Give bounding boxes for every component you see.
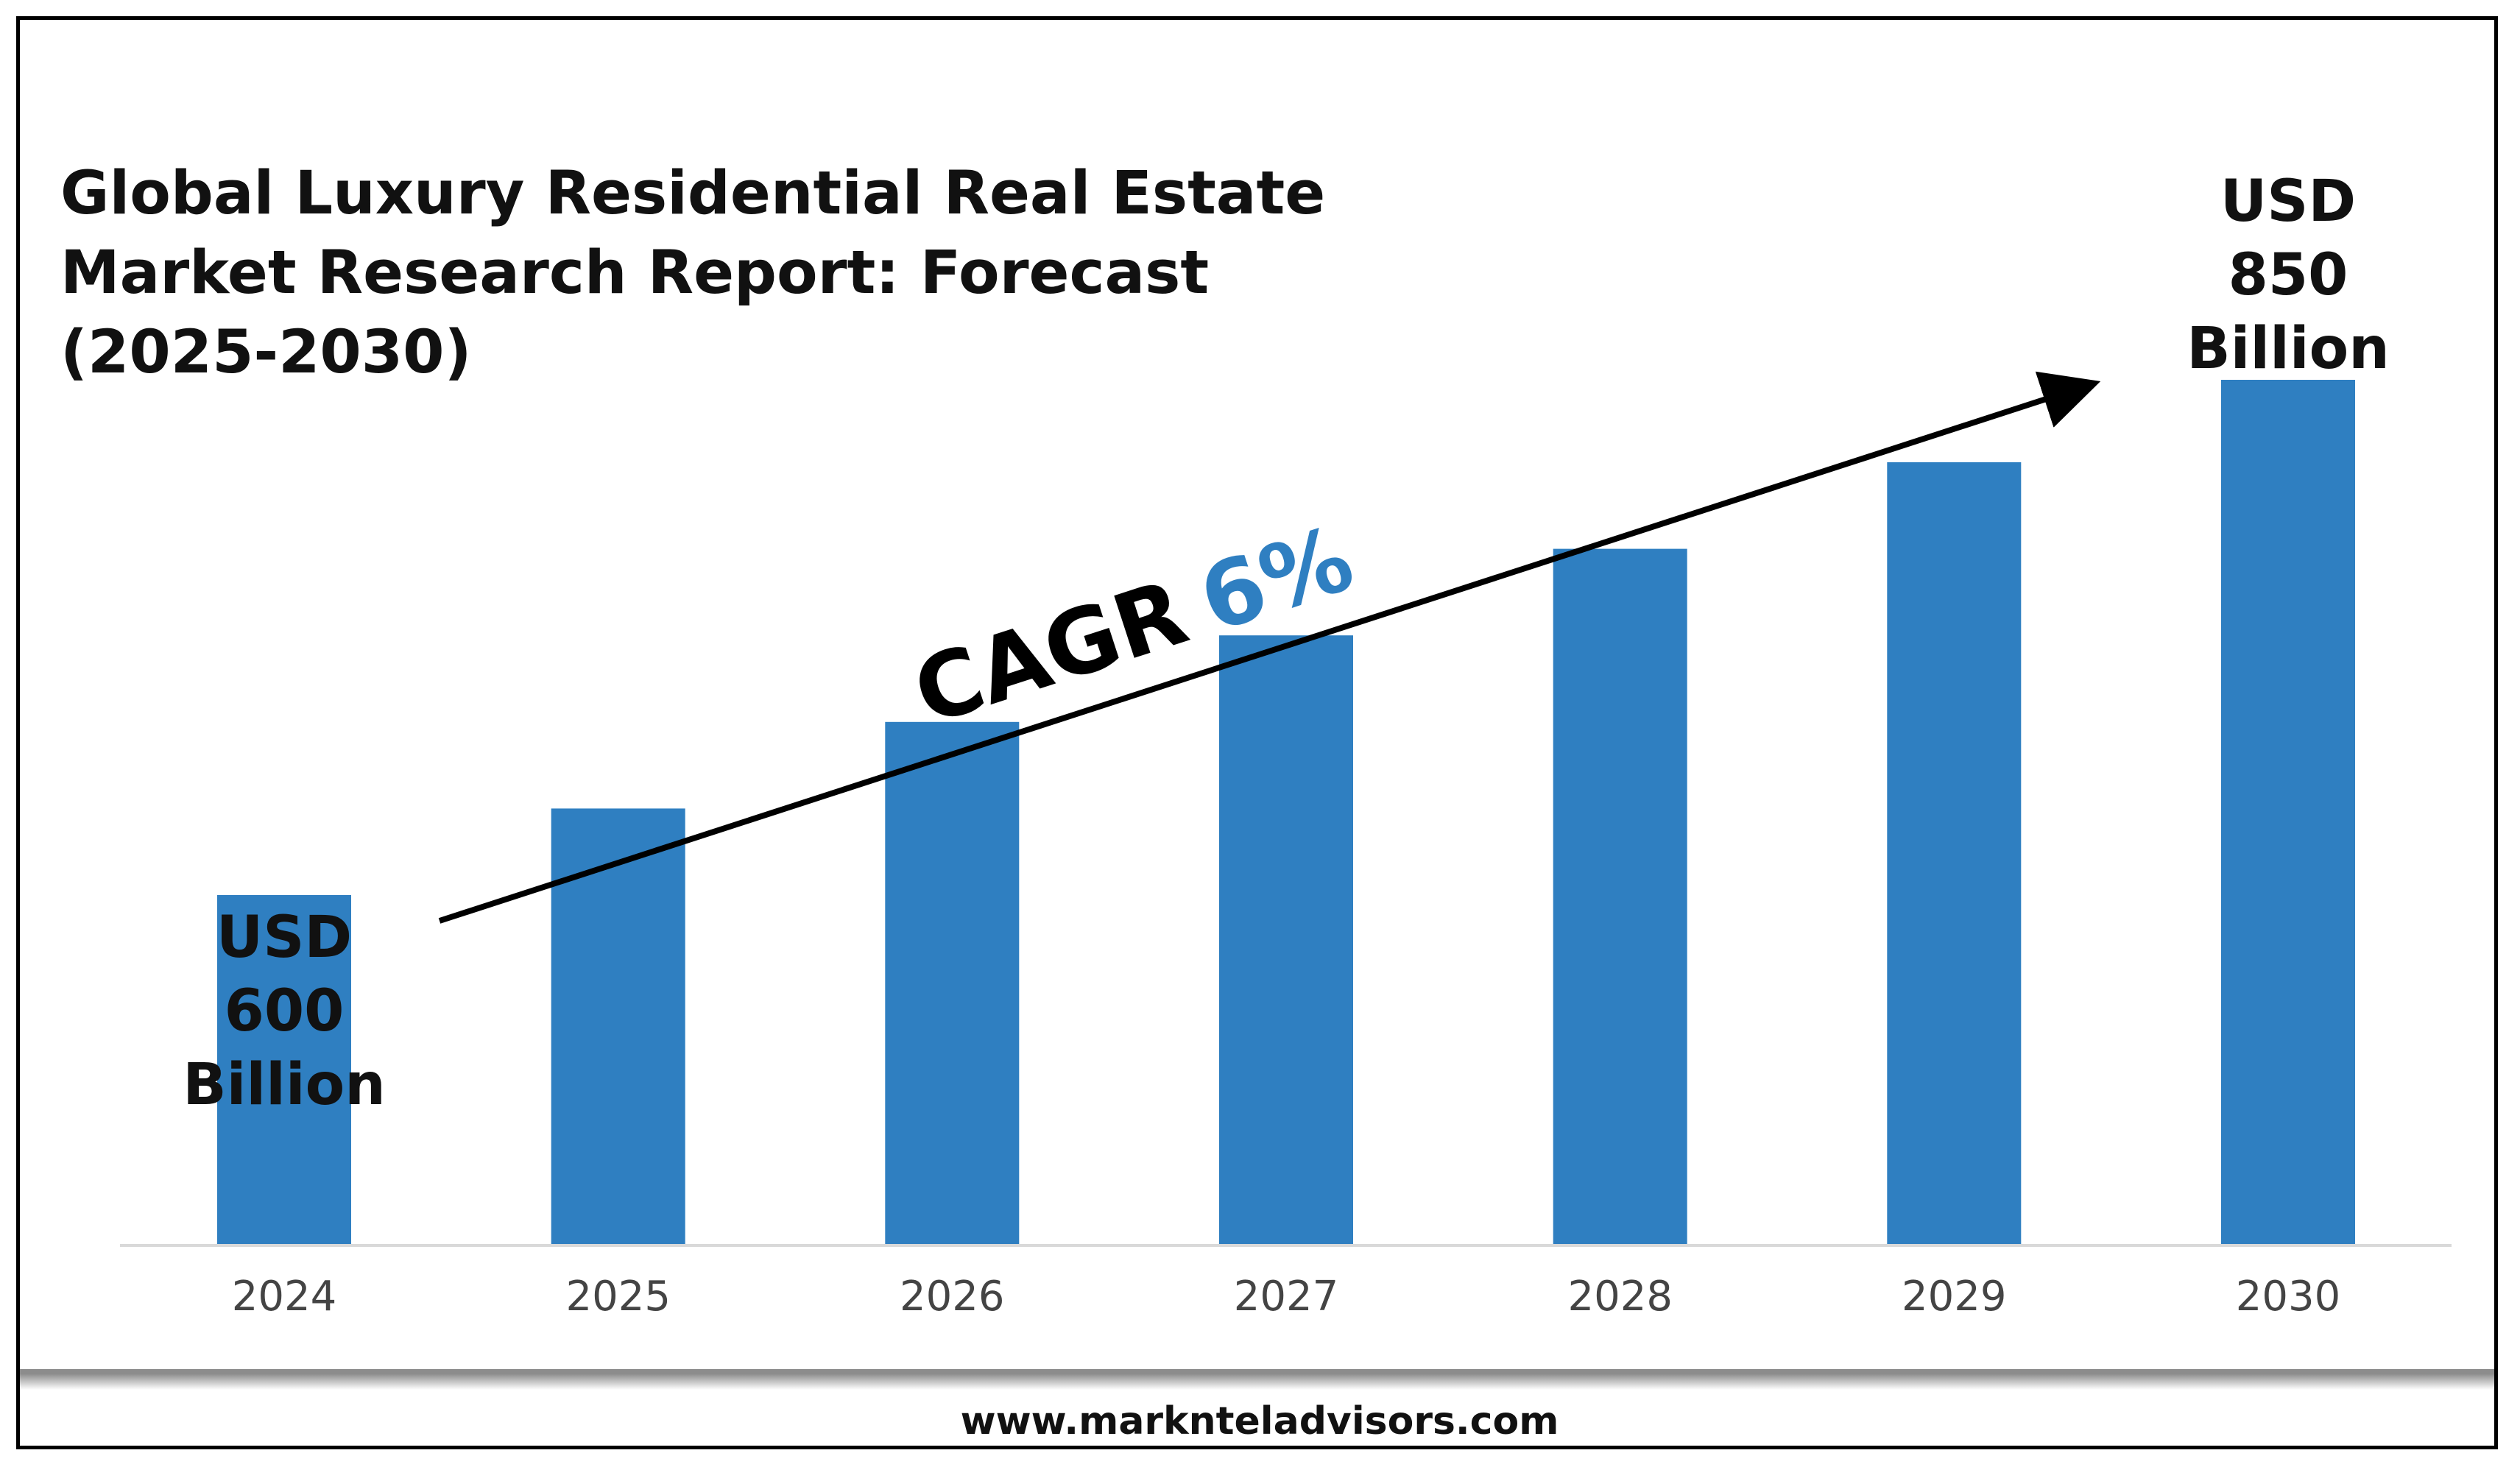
footer-shadow (20, 1374, 2494, 1390)
bar-2029 (1887, 462, 2022, 1245)
x-axis-ticks: 2024 2025 2026 2027 2028 2029 2030 (232, 1273, 2341, 1321)
chart-title-line-3: (2025-2030) (60, 318, 472, 387)
bars-group (217, 380, 2355, 1245)
start-label-currency: USD (216, 905, 352, 971)
end-label-currency: USD (2220, 169, 2356, 235)
footer-url[interactable]: www.marknteladvisors.com (961, 1399, 1559, 1443)
x-tick-2028: 2028 (1567, 1273, 1673, 1321)
x-tick-2030: 2030 (2236, 1273, 2341, 1321)
bar-2030 (2221, 380, 2355, 1245)
bar-2024 (217, 895, 351, 1245)
chart-title: Global Luxury Residential Real Estate Ma… (60, 159, 1325, 387)
end-label-amount: 850 (2228, 242, 2348, 308)
end-label-unit: Billion (2187, 316, 2390, 382)
bar-2027 (1219, 635, 1353, 1245)
x-tick-2026: 2026 (900, 1273, 1005, 1321)
bar-2025 (551, 808, 685, 1245)
start-label-amount: 600 (225, 978, 345, 1044)
bar-2026 (885, 721, 1020, 1245)
cagr-prefix: CAGR (902, 560, 1199, 746)
end-value-label: USD 850 Billion (2187, 169, 2390, 382)
trend-arrow (438, 371, 2101, 924)
start-value-label: USD 600 Billion (183, 905, 386, 1118)
footer-separator (20, 1369, 2494, 1374)
x-tick-2027: 2027 (1234, 1273, 1339, 1321)
start-label-unit: Billion (183, 1052, 386, 1118)
x-tick-2024: 2024 (232, 1273, 337, 1321)
x-tick-2029: 2029 (1902, 1273, 2007, 1321)
chart-title-line-1: Global Luxury Residential Real Estate (60, 159, 1325, 228)
x-tick-2025: 2025 (565, 1273, 671, 1321)
bar-2028 (1553, 548, 1687, 1245)
chart-title-line-2: Market Research Report: Forecast (60, 238, 1209, 308)
